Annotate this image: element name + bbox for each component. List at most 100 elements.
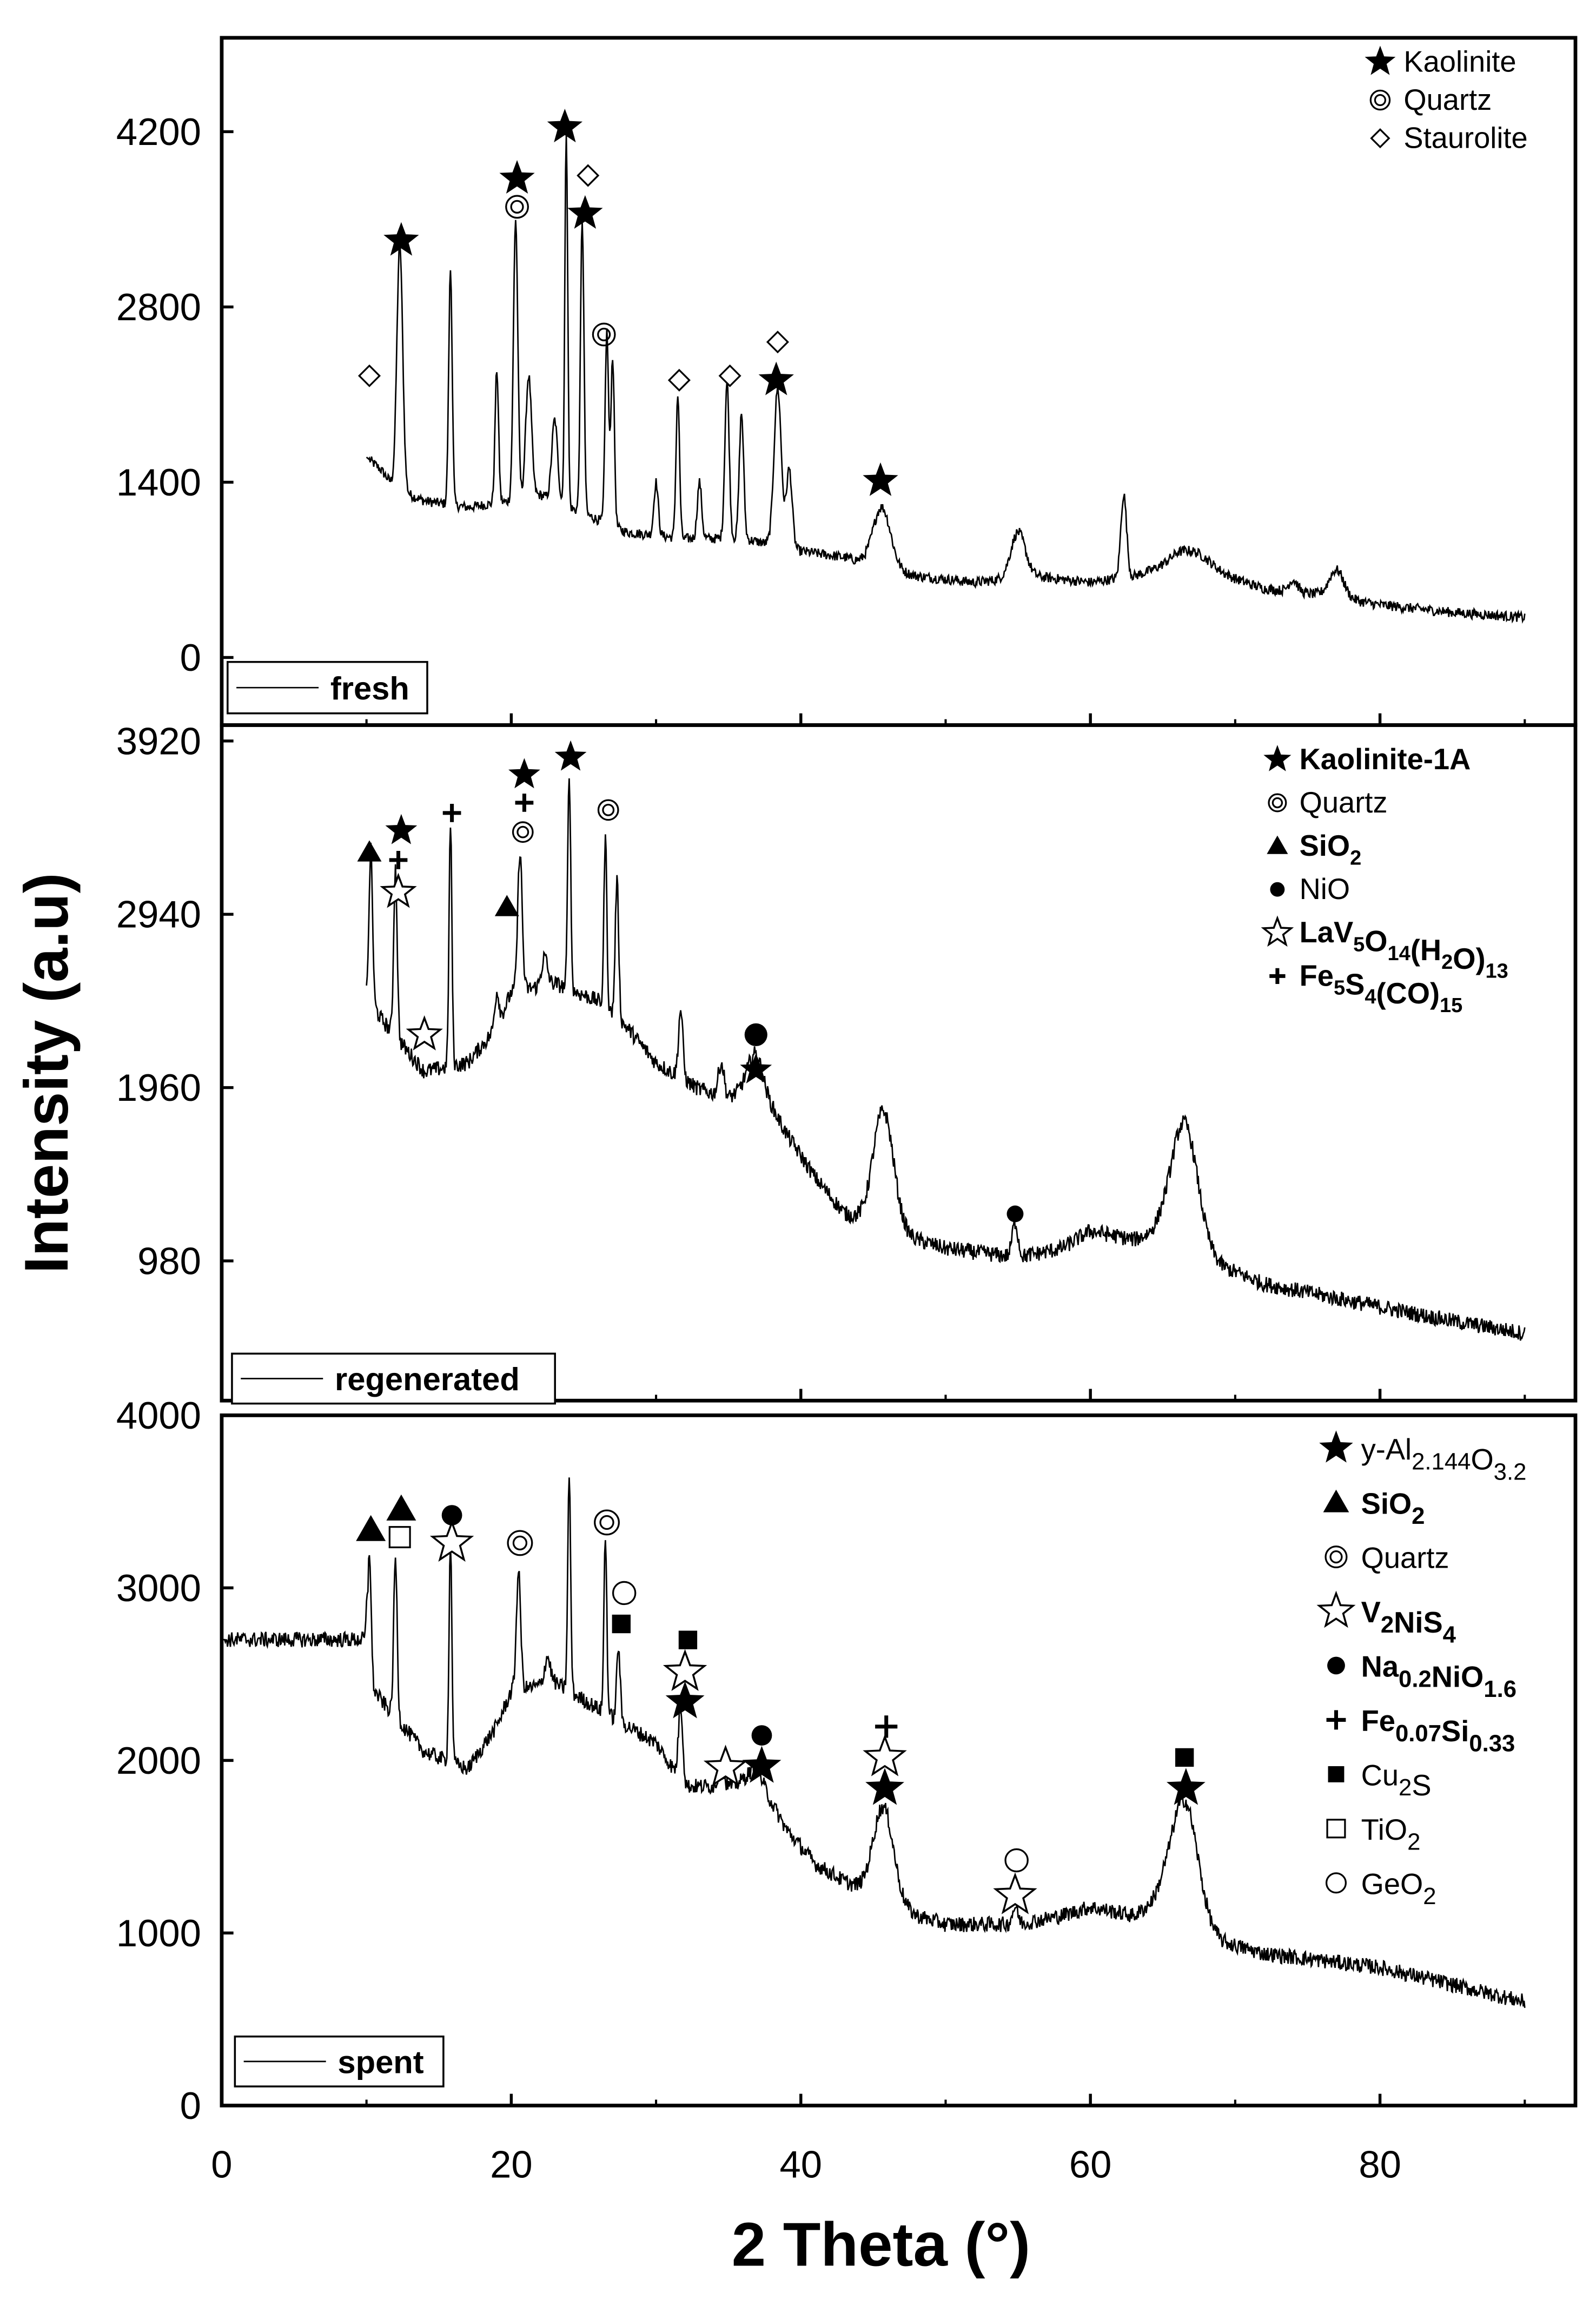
legend-entry: Cu2S xyxy=(1361,1759,1432,1802)
circle-marker-icon xyxy=(1270,882,1285,897)
legend-text: Si xyxy=(1441,1715,1469,1748)
sample-legend-label: fresh xyxy=(330,670,409,706)
openstar-marker-icon xyxy=(993,1872,1037,1914)
legend-text: O xyxy=(1471,1443,1493,1476)
openstar-marker-icon xyxy=(429,1520,474,1562)
opencircle-marker-icon xyxy=(612,1581,637,1606)
plus-marker-icon xyxy=(875,1715,898,1738)
legend-text: Kaolinite-1A xyxy=(1300,743,1471,776)
openstar-marker-icon xyxy=(406,1015,443,1051)
quartz-marker-icon xyxy=(510,200,524,214)
legend-entry: NiO xyxy=(1300,873,1350,906)
triangle-marker-icon xyxy=(357,840,382,862)
triangle-marker-icon xyxy=(356,1515,386,1541)
quartz-marker-icon xyxy=(1271,797,1283,809)
diamond-marker-icon xyxy=(766,331,789,354)
star-marker-icon xyxy=(567,195,603,229)
legend-entry: TiO2 xyxy=(1361,1813,1421,1855)
star-marker-icon xyxy=(1365,45,1396,75)
star-marker-icon xyxy=(863,462,898,496)
openstar-marker-icon xyxy=(1316,1590,1356,1628)
legend-subscript: 2 xyxy=(1441,951,1453,974)
quartz-marker-icon xyxy=(1329,1550,1343,1564)
y-tick-label: 3920 xyxy=(116,719,201,762)
legend-subscript: 2 xyxy=(1381,1611,1394,1638)
star-marker-icon xyxy=(665,1681,705,1719)
legend-text: S xyxy=(1345,968,1365,1001)
star-marker-icon xyxy=(865,1768,904,1805)
legend-subscript: 15 xyxy=(1440,994,1462,1017)
legend-entry: Fe0.07Si0.33 xyxy=(1361,1705,1515,1756)
quartz-marker-icon xyxy=(1325,1545,1348,1569)
square-marker-icon xyxy=(1175,1748,1194,1767)
star-marker-icon xyxy=(1319,1430,1353,1463)
legend-text: SiO xyxy=(1300,829,1350,862)
legend-subscript: 2 xyxy=(1407,1829,1420,1855)
quartz-marker-icon xyxy=(597,799,619,821)
legend-entry: y-Al2.144O3.2 xyxy=(1361,1433,1527,1485)
legend-subscript: 0.33 xyxy=(1469,1730,1515,1757)
legend-entry: LaV5O14(H2O)13 xyxy=(1300,916,1508,982)
quartz-marker-icon xyxy=(602,803,615,816)
diamond-marker-icon xyxy=(718,364,741,387)
legend-text: Fe xyxy=(1361,1705,1395,1738)
quartz-marker-icon xyxy=(594,1509,620,1536)
legend-text: V xyxy=(1361,1596,1381,1629)
y-tick-label: 1400 xyxy=(116,461,201,504)
square-marker-icon xyxy=(612,1614,631,1634)
star-marker-icon xyxy=(385,814,418,844)
star-marker-icon xyxy=(742,1746,782,1783)
legend-text: Cu xyxy=(1361,1759,1399,1792)
legend-text: Fe xyxy=(1300,959,1334,992)
legend-text: O xyxy=(1365,925,1387,958)
openstar-marker-icon xyxy=(703,1745,748,1787)
legend-entry: Kaolinite-1A xyxy=(1300,743,1471,776)
panel-fresh: 0 1400 2800 4200 Kaolinite Quartz Staurolite fr… xyxy=(116,36,1578,727)
quartz-marker-icon xyxy=(507,1530,533,1556)
legend-text: Quartz xyxy=(1361,1542,1449,1575)
quartz-marker-icon xyxy=(1369,89,1391,111)
legend-text: Na xyxy=(1361,1650,1399,1683)
square-marker-icon xyxy=(1328,1766,1345,1782)
star-marker-icon xyxy=(554,740,587,771)
legend-entry: Kaolinite xyxy=(1403,45,1516,78)
x-tick-label: 20 xyxy=(490,2143,533,2185)
legend-text: NiS xyxy=(1394,1606,1443,1639)
triangle-marker-icon xyxy=(1267,835,1288,854)
legend-subscript: 2 xyxy=(1399,1774,1412,1801)
y-tick-label: 3000 xyxy=(116,1567,201,1609)
legend-subscript: 5 xyxy=(1353,934,1365,956)
quartz-marker-icon xyxy=(1374,94,1387,107)
star-marker-icon xyxy=(740,1053,772,1084)
opencircle-marker-icon xyxy=(1325,1872,1347,1894)
quartz-marker-icon xyxy=(505,195,529,219)
legend-subscript: 2 xyxy=(1412,1503,1425,1529)
diamond-marker-icon xyxy=(357,364,381,387)
y-axis-title: Intensity (a.u) xyxy=(12,873,81,1273)
x-tick-label: 0 xyxy=(211,2143,232,2185)
legend-subscript: 13 xyxy=(1486,960,1508,982)
x-axis-title: 2 Theta (°) xyxy=(732,2210,1030,2279)
legend-entry: V2NiS4 xyxy=(1361,1596,1456,1648)
legend-text: Staurolite xyxy=(1403,121,1527,154)
quartz-marker-icon xyxy=(512,821,534,843)
legend-text: NiO xyxy=(1432,1660,1484,1693)
y-tick-label: 2940 xyxy=(116,893,201,936)
triangle-marker-icon xyxy=(386,1494,416,1521)
quartz-marker-icon xyxy=(1268,793,1287,812)
x-tick-label: 40 xyxy=(780,2143,823,2185)
legend-entry: SiO2 xyxy=(1361,1487,1425,1529)
legend-subscript: 1.6 xyxy=(1484,1676,1516,1702)
quartz-marker-icon xyxy=(599,1515,614,1530)
openstar-marker-icon xyxy=(663,1649,707,1691)
legend-text: S xyxy=(1412,1769,1431,1802)
opencircle-marker-icon xyxy=(1004,1848,1029,1873)
legend-entry: Quartz xyxy=(1361,1542,1449,1575)
diamond-marker-icon xyxy=(1370,128,1390,149)
legend-text: TiO xyxy=(1361,1813,1407,1846)
plus-marker-icon xyxy=(515,794,534,812)
phase-legend: Kaolinite Quartz Staurolite xyxy=(1365,45,1528,154)
y-tick-label: 0 xyxy=(180,636,201,679)
star-marker-icon xyxy=(1263,745,1292,771)
legend-subscript: 2 xyxy=(1350,847,1361,869)
